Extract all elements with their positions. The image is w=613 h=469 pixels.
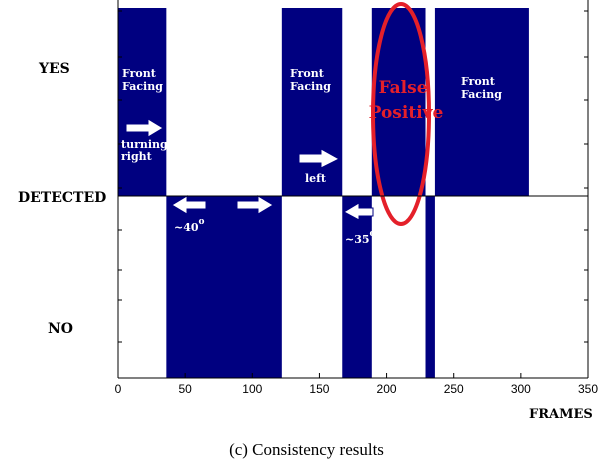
consistency-chart: Front Facing turning right ~40o Front Fa… [18, 0, 598, 422]
x-tick-label: 100 [242, 382, 262, 396]
annotation-angle-40: ~40o [174, 217, 205, 234]
x-tick-label: 250 [444, 382, 464, 396]
axes-frame [117, 0, 589, 379]
arrow-right-icon [125, 118, 164, 138]
annotation-angle-35: ~35o [345, 229, 376, 246]
arrow-left-icon [342, 202, 374, 221]
annotation-front-facing-3: Front Facing [461, 75, 502, 101]
annotation-false-positive: False Positive [369, 78, 444, 123]
x-tick-label: 50 [178, 382, 192, 396]
y-tick-marks [118, 10, 588, 343]
x-tick-label: 350 [578, 382, 598, 396]
y-label-yes: YES [38, 61, 70, 77]
arrow-right-icon [236, 195, 274, 215]
annotation-turning-right: turning right [121, 138, 172, 163]
arrow-left-icon [171, 195, 207, 215]
x-tick-label: 0 [115, 382, 122, 396]
x-axis-title: FRAMES [529, 407, 593, 422]
false-positive-highlight [371, 2, 431, 226]
y-label-detected: DETECTED [18, 190, 106, 206]
x-tick-label: 150 [309, 382, 329, 396]
annotation-front-facing-1: Front Facing [122, 67, 163, 93]
direction-arrows [125, 118, 374, 221]
annotation-left: left [305, 172, 327, 185]
figure-caption: (c) Consistency results [229, 440, 384, 459]
segment-bar-yes-2 [281, 8, 343, 196]
arrow-right-icon [298, 148, 341, 169]
segment-bar-no-3 [342, 196, 372, 378]
segment-bar-no-1 [166, 196, 282, 378]
annotation-front-facing-2: Front Facing [290, 67, 331, 93]
detection-bars [118, 8, 529, 378]
y-label-no: NO [48, 321, 73, 337]
x-tick-label: 200 [377, 382, 397, 396]
x-ticks: 0 50 100 150 200 250 300 350 [115, 373, 598, 396]
segment-bar-yes-0 [118, 8, 167, 196]
x-tick-label: 300 [511, 382, 531, 396]
segment-bar-yes-6 [434, 8, 529, 196]
segment-bar-no-5 [425, 196, 435, 378]
